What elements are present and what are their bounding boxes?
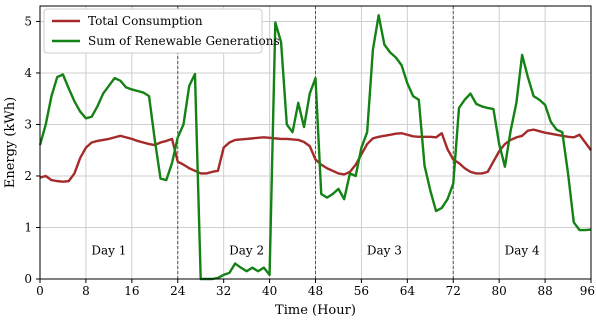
x-tick-label: 16 <box>124 284 139 298</box>
x-axis-label: Time (Hour) <box>275 303 356 318</box>
x-tick-label: 96 <box>580 284 595 298</box>
legend-box <box>43 8 263 54</box>
y-tick-label: 4 <box>24 66 32 80</box>
y-tick-label: 3 <box>24 117 32 131</box>
x-tick-label: 56 <box>354 284 369 298</box>
y-axis-ticks: 0 1 2 3 4 5 <box>24 14 40 286</box>
day-label: Day 1 <box>91 244 126 258</box>
x-tick-label: 40 <box>262 284 277 298</box>
day-labels: Day 1 Day 2 Day 3 Day 4 <box>91 244 540 258</box>
day-label: Day 4 <box>505 244 540 258</box>
y-axis-label: Energy (kWh) <box>3 97 18 188</box>
y-tick-label: 2 <box>24 169 32 183</box>
x-tick-label: 0 <box>36 284 44 298</box>
x-tick-label: 48 <box>308 284 323 298</box>
x-tick-label: 80 <box>492 284 507 298</box>
x-tick-label: 88 <box>537 284 552 298</box>
x-tick-label: 32 <box>216 284 231 298</box>
y-tick-label: 1 <box>24 220 32 234</box>
legend: Total Consumption Sum of Renewable Genera… <box>43 8 280 54</box>
series-line-total-consumption <box>39 128 592 183</box>
x-tick-label: 24 <box>170 284 186 298</box>
y-tick-label: 5 <box>24 14 32 28</box>
day-label: Day 2 <box>229 244 264 258</box>
x-tick-label: 64 <box>400 284 416 298</box>
legend-label-total-consumption: Total Consumption <box>88 14 203 28</box>
x-tick-label: 72 <box>446 284 461 298</box>
series-line-renewable-generation <box>38 14 592 281</box>
day-label: Day 3 <box>367 244 402 258</box>
legend-label-renewable-generation: Sum of Renewable Generations <box>88 34 280 48</box>
x-tick-label: 8 <box>82 284 90 298</box>
series-lines <box>38 14 592 281</box>
x-axis-ticks: 0 8 16 24 32 40 48 56 64 72 80 88 96 <box>36 279 595 298</box>
y-tick-label: 0 <box>24 272 32 286</box>
